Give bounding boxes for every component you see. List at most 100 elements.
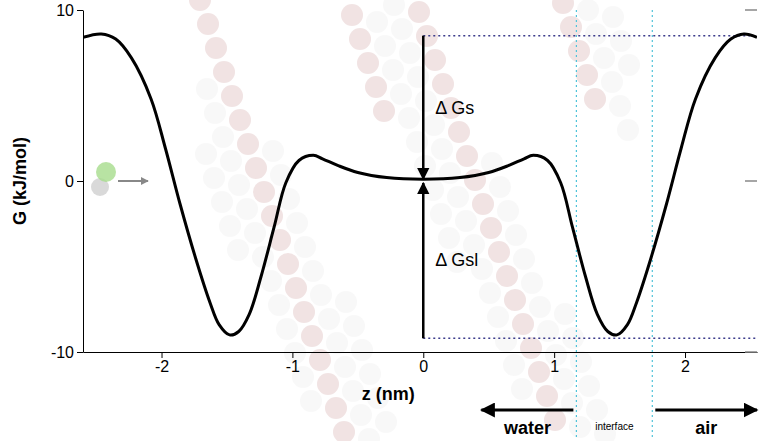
- background-molecule: [390, 83, 412, 105]
- background-molecule: [301, 325, 323, 347]
- background-molecule: [366, 11, 388, 33]
- x-tick-label: 2: [681, 358, 690, 375]
- y-tick-label: -10: [51, 344, 74, 361]
- background-molecule: [503, 354, 525, 376]
- background-molecule: [204, 102, 226, 124]
- background-molecule: [293, 301, 315, 323]
- background-molecule: [357, 52, 379, 74]
- interface-line: [576, 10, 577, 439]
- y-axis-title: G (kJ/mol): [10, 137, 30, 225]
- background-molecule: [520, 337, 542, 359]
- background-molecule: [593, 47, 615, 69]
- background-molecule: [456, 145, 478, 167]
- y-axis: -10 0 10: [51, 2, 84, 361]
- background-molecule: [294, 236, 316, 258]
- background-molecule: [211, 191, 233, 213]
- background-molecule: [245, 157, 267, 179]
- right-tick-mark: [745, 9, 757, 11]
- background-molecule: [432, 73, 454, 95]
- background-molecule: [203, 167, 225, 189]
- background-molecule: [349, 28, 371, 50]
- background-molecule: [472, 193, 494, 215]
- right-tick-mark: [745, 351, 757, 353]
- background-molecule: [205, 37, 227, 59]
- y-tick-mark: [77, 352, 83, 353]
- background-molecule: [537, 320, 559, 342]
- background-molecule: [382, 59, 404, 81]
- region-arrow: [481, 409, 573, 412]
- background-molecule: [577, 0, 599, 21]
- background-molecule: [197, 13, 219, 35]
- background-molecule: [342, 380, 364, 402]
- background-molecule: [505, 224, 527, 246]
- background-molecule: [570, 351, 592, 373]
- background-molecule: [229, 109, 251, 131]
- region-label: water: [503, 418, 551, 438]
- background-molecule: [277, 253, 299, 275]
- background-molecule: [236, 198, 258, 220]
- probe-atom: [96, 162, 116, 182]
- y-tick: -10: [51, 344, 83, 361]
- annotation-label: Δ Gs: [435, 98, 474, 118]
- background-molecule: [489, 176, 511, 198]
- y-tick: 10: [56, 2, 83, 19]
- background-molecule: [512, 313, 534, 335]
- background-molecule: [618, 54, 640, 76]
- background-molecule: [383, 0, 405, 16]
- background-molecule: [317, 373, 339, 395]
- reference-line: [423, 35, 757, 37]
- background-molecule: [496, 265, 518, 287]
- background-molecule: [424, 49, 446, 71]
- background-molecule: [227, 239, 249, 261]
- x-axis: -2-1012: [84, 352, 758, 375]
- background-molecule: [552, 0, 574, 14]
- background-molecule: [585, 23, 607, 45]
- x-tick-mark: [685, 352, 686, 358]
- region-label: interface: [595, 421, 634, 432]
- background-molecule: [513, 248, 535, 270]
- background-molecule: [326, 332, 348, 354]
- background-molecule: [253, 181, 275, 203]
- background-molecule: [488, 241, 510, 263]
- background-molecule: [244, 222, 266, 244]
- background-molecule: [617, 119, 639, 141]
- x-tick: 2: [681, 352, 690, 375]
- background-molecule: [286, 212, 308, 234]
- background-molecule: [196, 78, 218, 100]
- x-tick-mark: [292, 352, 293, 358]
- background-molecule: [220, 150, 242, 172]
- y-tick-mark: [77, 181, 83, 182]
- background-molecule: [219, 215, 241, 237]
- background-molecule: [374, 35, 396, 57]
- annotation-label: Δ Gsl: [435, 250, 478, 270]
- background-molecule: [480, 217, 502, 239]
- background-molecule: [536, 385, 558, 407]
- x-tick-label: 1: [550, 358, 559, 375]
- y-tick-label: 0: [65, 173, 74, 190]
- background-molecule: [276, 318, 298, 340]
- background-molecule: [479, 282, 501, 304]
- background-molecule: [511, 378, 533, 400]
- background-molecule: [554, 303, 576, 325]
- background-molecule: [586, 399, 608, 421]
- background-molecule: [578, 375, 600, 397]
- background-molecule: [333, 421, 355, 441]
- background-molecule: [325, 397, 347, 419]
- background-molecule: [562, 327, 584, 349]
- background-molecule: [439, 162, 461, 184]
- y-tick-label: 10: [56, 2, 74, 19]
- region-label: air: [695, 418, 717, 438]
- annotation-arrow: [422, 183, 425, 338]
- background-molecule: [448, 121, 470, 143]
- x-tick-mark: [554, 352, 555, 358]
- background-molecule: [407, 66, 429, 88]
- background-molecule: [504, 289, 526, 311]
- background-molecule: [609, 95, 631, 117]
- background-molecule: [268, 294, 290, 316]
- x-tick-mark: [162, 352, 163, 358]
- background-molecule: [487, 306, 509, 328]
- background-molecule: [237, 133, 259, 155]
- background-molecule: [302, 260, 324, 282]
- regions: [576, 10, 652, 439]
- background-molecule: [399, 42, 421, 64]
